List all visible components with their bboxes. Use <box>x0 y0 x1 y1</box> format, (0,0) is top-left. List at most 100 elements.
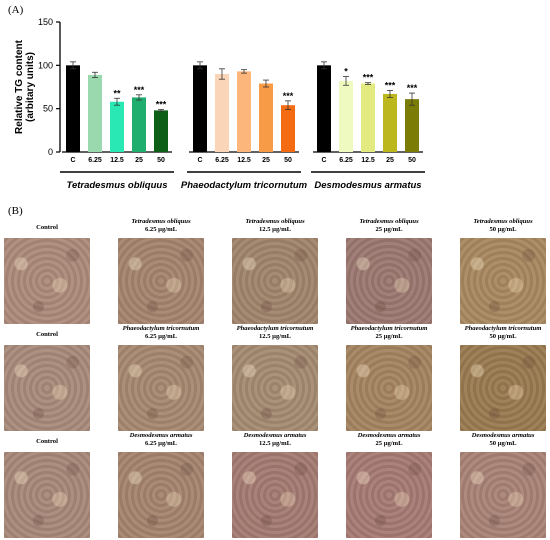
x-tick-label: 12.5 <box>237 157 251 164</box>
micrograph-concentration: 50 µg/mL <box>489 333 517 340</box>
micrograph-concentration: 25 µg/mL <box>375 440 403 447</box>
micrograph-image <box>346 345 432 431</box>
micrograph-image <box>118 345 204 431</box>
bar <box>215 74 229 152</box>
micrograph-concentration: 25 µg/mL <box>375 333 403 340</box>
micrograph-species: Tetradesmus obliquus <box>131 218 191 225</box>
micrograph-image <box>232 238 318 324</box>
micrograph-image <box>460 345 546 431</box>
micrograph-concentration: Control <box>36 224 58 231</box>
significance-label: *** <box>134 85 145 95</box>
micrograph-concentration: Control <box>36 438 58 445</box>
y-tick-label: 100 <box>38 60 53 70</box>
y-axis-label: Relative TG content <box>14 39 25 134</box>
micrograph-label: Phaeodactylum tricornutum 25 µg/mL <box>334 325 444 341</box>
micrograph-label: Phaeodactylum tricornutum 12.5 µg/mL <box>220 325 330 341</box>
micrograph-label: Phaeodactylum tricornutum 50 µg/mL <box>448 325 550 341</box>
panel-b-label: (B) <box>8 205 23 217</box>
x-tick-label: 50 <box>408 157 416 164</box>
bar <box>66 65 80 152</box>
y-tick-label: 0 <box>48 147 53 157</box>
bar <box>154 110 168 152</box>
micrograph-species: Desmodesmus armatus <box>243 432 307 439</box>
micrograph-concentration: 25 µg/mL <box>375 226 403 233</box>
x-tick-label: 50 <box>157 157 165 164</box>
micrograph-image <box>118 238 204 324</box>
micrograph-label: Control <box>0 224 102 232</box>
micrograph-species: Tetradesmus obliquus <box>359 218 419 225</box>
micrograph-species: Tetradesmus obliquus <box>473 218 533 225</box>
bar <box>88 74 102 152</box>
micrograph-concentration: Control <box>36 331 58 338</box>
micrograph-concentration: 6.25 µg/mL <box>144 226 177 233</box>
micrograph-species: Desmodesmus armatus <box>357 432 421 439</box>
micrograph-concentration: 12.5 µg/mL <box>258 333 291 340</box>
bar <box>339 80 353 152</box>
micrograph-label: Tetradesmus obliquus 25 µg/mL <box>334 218 444 234</box>
micrograph-image <box>4 238 90 324</box>
micrograph-species: Phaeodactylum tricornutum <box>464 325 542 332</box>
group-label: Phaeodactylum tricornutum <box>181 180 308 191</box>
x-tick-label: 6.25 <box>215 157 229 164</box>
bar <box>132 97 146 152</box>
micrograph-label: Desmodesmus armatus 50 µg/mL <box>448 432 550 448</box>
micrograph-species: Desmodesmus armatus <box>471 432 535 439</box>
micrograph-concentration: 12.5 µg/mL <box>258 440 291 447</box>
micrograph-species: Phaeodactylum tricornutum <box>236 325 314 332</box>
micrograph-label: Control <box>0 331 102 339</box>
micrograph-label: Desmodesmus armatus 25 µg/mL <box>334 432 444 448</box>
micrograph-label: Tetradesmus obliquus 12.5 µg/mL <box>220 218 330 234</box>
bar <box>361 83 375 152</box>
x-tick-label: C <box>70 157 75 164</box>
significance-label: *** <box>407 83 418 93</box>
bar <box>317 65 331 152</box>
micrograph-image <box>460 452 546 538</box>
bar <box>193 65 207 152</box>
bar <box>281 105 295 152</box>
micrograph-label: Desmodesmus armatus 6.25 µg/mL <box>106 432 216 448</box>
micrograph-label: Control <box>0 438 102 446</box>
micrograph-concentration: 6.25 µg/mL <box>144 440 177 447</box>
bar <box>259 83 273 152</box>
y-tick-label: 150 <box>38 17 53 27</box>
micrograph-species: Phaeodactylum tricornutum <box>350 325 428 332</box>
x-tick-label: C <box>197 157 202 164</box>
micrograph-concentration: 50 µg/mL <box>489 226 517 233</box>
x-tick-label: 50 <box>284 157 292 164</box>
y-axis-label: (arbitary units) <box>25 52 36 122</box>
significance-label: ** <box>113 88 121 98</box>
significance-label: *** <box>283 91 294 101</box>
micrograph-label: Tetradesmus obliquus 50 µg/mL <box>448 218 550 234</box>
micrograph-label: Phaeodactylum tricornutum 6.25 µg/mL <box>106 325 216 341</box>
micrograph-image <box>232 452 318 538</box>
micrograph-image <box>118 452 204 538</box>
x-tick-label: 12.5 <box>110 157 124 164</box>
significance-label: * <box>344 67 348 77</box>
group-label: Desmodesmus armatus <box>314 180 421 191</box>
significance-label: *** <box>385 80 396 90</box>
micrograph-image <box>460 238 546 324</box>
panel-a-label: (A) <box>8 4 24 16</box>
bar <box>383 93 397 152</box>
x-tick-label: 25 <box>386 157 394 164</box>
micrograph-concentration: 12.5 µg/mL <box>258 226 291 233</box>
micrograph-image <box>346 452 432 538</box>
micrograph-label: Tetradesmus obliquus 6.25 µg/mL <box>106 218 216 234</box>
micrograph-image <box>346 238 432 324</box>
micrograph-species: Tetradesmus obliquus <box>245 218 305 225</box>
micrograph-image <box>4 345 90 431</box>
group-label: Tetradesmus obliquus <box>67 180 168 191</box>
tg-bar-chart: 0 50 100 150 Relative TG content (arbitary un… <box>14 17 425 191</box>
micrograph-concentration: 6.25 µg/mL <box>144 333 177 340</box>
x-tick-label: 6.25 <box>339 157 353 164</box>
micrograph-image <box>4 452 90 538</box>
bar <box>405 99 419 152</box>
x-tick-label: 25 <box>135 157 143 164</box>
significance-label: *** <box>363 73 374 83</box>
x-tick-label: 6.25 <box>88 157 102 164</box>
micrograph-image <box>232 345 318 431</box>
significance-label: *** <box>156 100 167 110</box>
micrograph-concentration: 50 µg/mL <box>489 440 517 447</box>
micrograph-species: Phaeodactylum tricornutum <box>122 325 200 332</box>
